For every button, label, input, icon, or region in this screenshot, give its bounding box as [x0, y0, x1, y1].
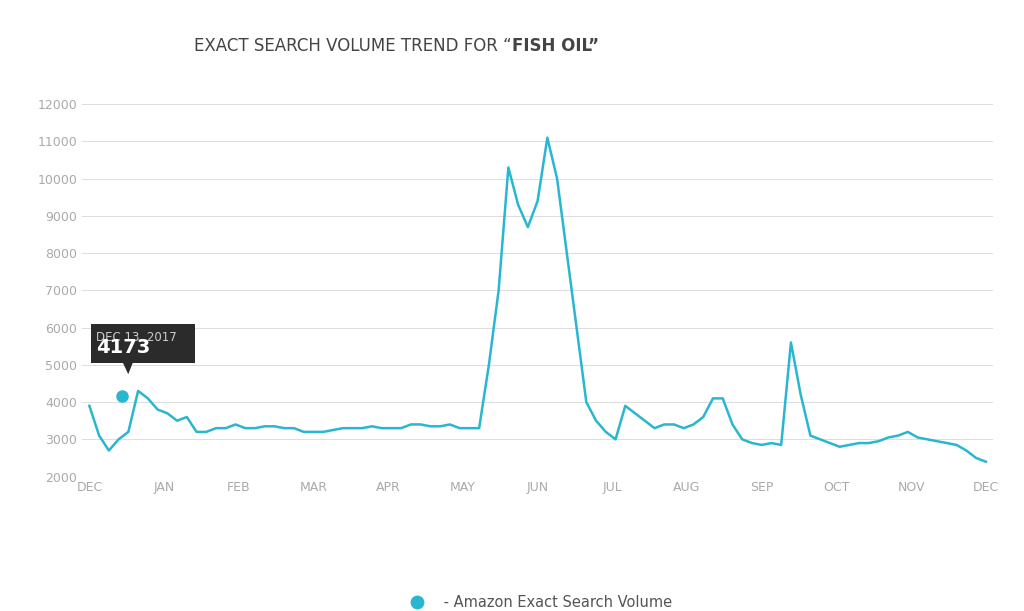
Text: 4173: 4173	[96, 338, 151, 357]
Text: DEC 13, 2017: DEC 13, 2017	[96, 331, 177, 345]
FancyBboxPatch shape	[91, 324, 196, 363]
Text: EXACT SEARCH VOLUME TREND FOR “: EXACT SEARCH VOLUME TREND FOR “	[195, 37, 512, 55]
Legend:  - Amazon Exact Search Volume,  - Amazon Market Sales Volume: - Amazon Exact Search Volume, - Amazon M…	[402, 595, 673, 611]
Text: FISH OIL”: FISH OIL”	[512, 37, 599, 55]
Polygon shape	[123, 363, 133, 374]
